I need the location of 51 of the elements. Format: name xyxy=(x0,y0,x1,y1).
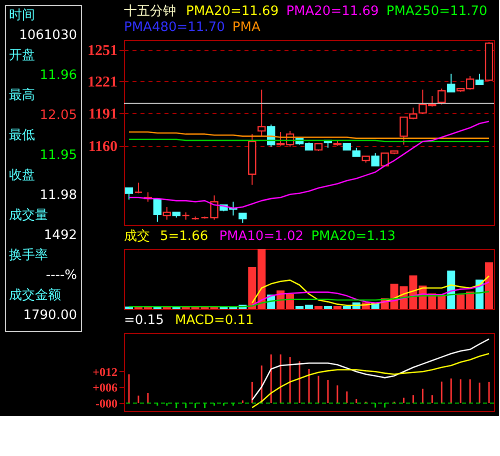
text: MACD=0.11 xyxy=(175,313,254,328)
text: 11.95 xyxy=(40,148,77,163)
line-series xyxy=(252,352,490,408)
candlestick xyxy=(162,206,171,220)
bar xyxy=(314,306,322,309)
text: 5=1.66 xyxy=(160,229,208,244)
text: PMA20=11.69 xyxy=(286,4,379,19)
text: 最低 xyxy=(9,128,35,143)
y-tick-label: +006 xyxy=(92,380,118,395)
text: PMA xyxy=(232,20,260,35)
text: 1061030 xyxy=(19,28,77,43)
bar xyxy=(485,262,494,309)
text: 1790.00 xyxy=(23,308,77,323)
chart-title: 十五分钟 xyxy=(124,4,176,19)
text: 换手率 xyxy=(9,247,48,263)
candlestick xyxy=(258,89,266,137)
text: PMA10=1.02 xyxy=(219,229,304,244)
y-tick-label: 1221 xyxy=(88,74,118,91)
y-tick-label: +012 xyxy=(92,364,118,379)
candlestick xyxy=(134,182,143,194)
text: 开盘 xyxy=(9,48,35,63)
text: 成交金额 xyxy=(9,287,61,303)
text: 最高 xyxy=(9,87,35,103)
candlestick xyxy=(153,199,162,222)
text: PMA20=1.13 xyxy=(311,229,396,244)
text: ----% xyxy=(46,268,77,283)
text: 成交 xyxy=(124,228,150,244)
candlestick xyxy=(475,73,484,85)
line-series xyxy=(252,338,490,401)
candlestick xyxy=(238,212,247,224)
text: 1492 xyxy=(44,228,77,243)
text: 时间 xyxy=(9,8,35,23)
text: 11.96 xyxy=(40,68,77,83)
bar xyxy=(333,306,342,309)
text: 11.98 xyxy=(40,188,77,203)
y-tick-label: 1191 xyxy=(88,106,118,122)
text: PMA250=11.70 xyxy=(386,4,488,19)
text: 成交量 xyxy=(9,207,48,223)
candlestick xyxy=(124,187,134,200)
candlestick xyxy=(447,73,456,92)
text: =0.15 xyxy=(124,313,164,328)
y-tick-label: 1251 xyxy=(88,43,118,60)
candlestick xyxy=(371,152,380,166)
text: 12.05 xyxy=(40,108,77,123)
y-tick-label: 1160 xyxy=(88,139,118,156)
text: PMA480=11.70 xyxy=(124,20,225,35)
y-tick-label: -000 xyxy=(96,396,118,411)
bar xyxy=(324,306,332,309)
candlestick xyxy=(438,88,446,105)
text: 收盘 xyxy=(9,168,35,183)
text: PMA20=11.69 xyxy=(186,4,279,19)
